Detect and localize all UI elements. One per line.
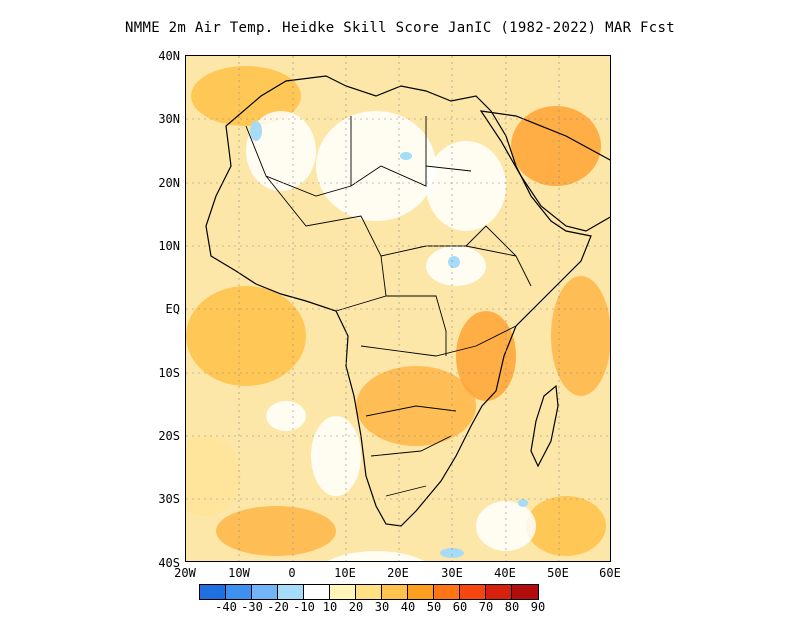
- lon-tick-50e: 50E: [547, 566, 569, 580]
- colorbar-swatch: [512, 585, 538, 599]
- colorbar-swatch: [304, 585, 330, 599]
- colorbar-swatch: [382, 585, 408, 599]
- lon-tick-20w: 20W: [174, 566, 196, 580]
- colorbar-tick-label: -10: [293, 600, 315, 614]
- lon-tick-10e: 10E: [334, 566, 356, 580]
- lat-tick-20s: 20S: [158, 429, 180, 443]
- lat-tick-10n: 10N: [158, 239, 180, 253]
- colorbar: [199, 584, 539, 600]
- colorbar-swatch: [486, 585, 512, 599]
- lon-tick-40e: 40E: [494, 566, 516, 580]
- lon-tick-0: 0: [288, 566, 296, 580]
- colorbar-swatch: [434, 585, 460, 599]
- colorbar-tick-label: 90: [530, 600, 546, 614]
- lon-tick-60e: 60E: [599, 566, 621, 580]
- lat-tick-10s: 10S: [158, 366, 180, 380]
- colorbar-swatch: [460, 585, 486, 599]
- lat-tick-30n: 30N: [158, 112, 180, 126]
- low-skill-patches: [246, 111, 536, 561]
- colorbar-swatch: [226, 585, 252, 599]
- lat-tick-40s: 40S: [158, 556, 180, 570]
- colorbar-swatch: [330, 585, 356, 599]
- negative-skill-patches: [250, 121, 528, 558]
- colorbar-tick-label: 10: [322, 600, 338, 614]
- lat-tick-40n: 40N: [158, 49, 180, 63]
- lat-tick-20n: 20N: [158, 176, 180, 190]
- grid: [186, 56, 610, 561]
- colorbar-tick-label: -30: [241, 600, 263, 614]
- colorbar-swatch: [408, 585, 434, 599]
- lon-tick-30e: 30E: [441, 566, 463, 580]
- colorbar-swatch: [278, 585, 304, 599]
- colorbar-tick-label: 80: [504, 600, 520, 614]
- lat-tick-30s: 30S: [158, 492, 180, 506]
- country-borders: [245, 116, 532, 497]
- africa-coastline: [205, 75, 592, 527]
- map-panel: [185, 55, 611, 562]
- colorbar-tick-label: 40: [400, 600, 416, 614]
- colorbar-swatch: [356, 585, 382, 599]
- lon-tick-20e: 20E: [387, 566, 409, 580]
- page-title: NMME 2m Air Temp. Heidke Skill Score Jan…: [125, 20, 675, 36]
- colorbar-tick-label: -20: [267, 600, 289, 614]
- lat-tick-eq: EQ: [165, 302, 180, 316]
- colorbar-swatch: [200, 585, 226, 599]
- colorbar-tick-label: -40: [215, 600, 237, 614]
- colorbar-tick-label: 70: [478, 600, 494, 614]
- arabia-coastline: [479, 110, 610, 232]
- colorbar-swatch: [252, 585, 278, 599]
- colorbar-tick-label: 20: [348, 600, 364, 614]
- colorbar-tick-label: 30: [374, 600, 390, 614]
- colorbar-tick-label: 50: [426, 600, 442, 614]
- madagascar-coastline: [530, 384, 559, 468]
- skill-score-map: [186, 56, 610, 561]
- lon-tick-10w: 10W: [228, 566, 250, 580]
- colorbar-tick-label: 60: [452, 600, 468, 614]
